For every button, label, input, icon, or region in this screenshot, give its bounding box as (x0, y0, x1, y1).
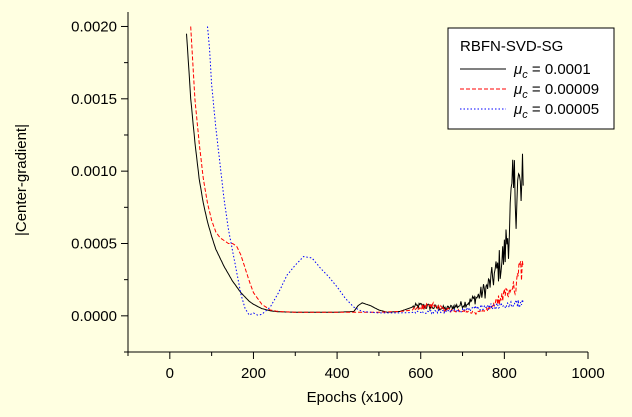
x-axis-label: Epochs (x100) (307, 389, 404, 406)
y-tick-label: 0.0015 (71, 91, 117, 108)
legend-box (447, 27, 615, 130)
legend-title: RBFN-SVD-SG (460, 38, 563, 55)
x-tick-label: 0 (166, 365, 174, 382)
y-tick-label: 0.0005 (71, 235, 117, 252)
x-tick-label: 400 (325, 365, 350, 382)
legend-label-2: μc = 0.00009 (513, 81, 599, 101)
x-tick-label: 600 (408, 365, 433, 382)
legend-label-1: μc = 0.0001 (513, 61, 591, 81)
y-tick-label: 0.0000 (71, 308, 117, 325)
y-tick-label: 0.0020 (71, 18, 117, 35)
series-line-2 (190, 26, 524, 316)
x-tick-label: 800 (492, 365, 517, 382)
x-tick-label: 200 (241, 365, 266, 382)
y-tick-label: 0.0010 (71, 163, 117, 180)
x-tick-label: 1000 (571, 365, 604, 382)
axes: 0 200 400 600 800 1000 0.0000 0.0005 0.0010 0.001… (71, 12, 605, 382)
legend-label-3: μc = 0.00005 (513, 101, 599, 121)
series-line-1 (186, 33, 524, 313)
series-layer (186, 26, 524, 316)
y-axis-label: |Center-gradient| (13, 124, 30, 236)
series-line-3 (207, 26, 524, 316)
